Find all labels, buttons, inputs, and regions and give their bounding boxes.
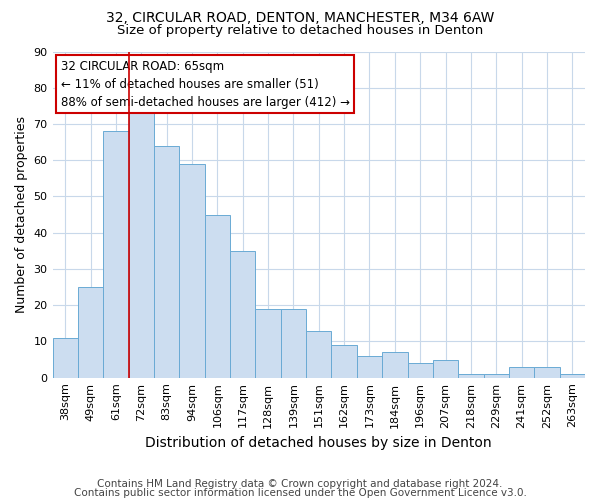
Bar [103,131,128,378]
Text: Contains HM Land Registry data © Crown copyright and database right 2024.: Contains HM Land Registry data © Crown c… [97,479,503,489]
Bar [382,352,407,378]
Bar [509,367,534,378]
Bar [458,374,484,378]
Text: 32 CIRCULAR ROAD: 65sqm
← 11% of detached houses are smaller (51)
88% of semi-de: 32 CIRCULAR ROAD: 65sqm ← 11% of detache… [61,60,350,108]
Y-axis label: Number of detached properties: Number of detached properties [15,116,28,313]
Bar [128,113,154,378]
Text: Contains public sector information licensed under the Open Government Licence v3: Contains public sector information licen… [74,488,526,498]
Bar [154,146,179,378]
Text: Size of property relative to detached houses in Denton: Size of property relative to detached ho… [117,24,483,37]
Bar [331,345,357,378]
Bar [484,374,509,378]
Bar [53,338,78,378]
Bar [433,360,458,378]
Bar [560,374,585,378]
Text: 32, CIRCULAR ROAD, DENTON, MANCHESTER, M34 6AW: 32, CIRCULAR ROAD, DENTON, MANCHESTER, M… [106,11,494,25]
Bar [205,214,230,378]
Bar [78,287,103,378]
X-axis label: Distribution of detached houses by size in Denton: Distribution of detached houses by size … [145,436,492,450]
Bar [534,367,560,378]
Bar [306,330,331,378]
Bar [407,363,433,378]
Bar [179,164,205,378]
Bar [281,309,306,378]
Bar [357,356,382,378]
Bar [256,309,281,378]
Bar [230,251,256,378]
